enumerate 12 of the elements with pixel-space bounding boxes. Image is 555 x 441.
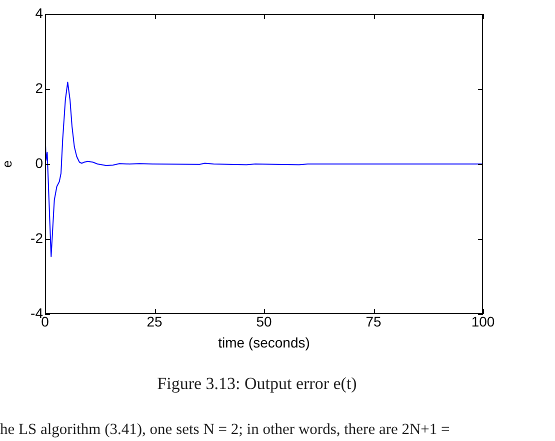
y-tick-label: 0 — [35, 154, 44, 171]
y-tick-label: 4 — [35, 4, 44, 21]
y-axis-title: e — [0, 160, 14, 168]
y-tick-label: -2 — [30, 230, 44, 246]
text: he LS algorithm (3.41), one sets N = 2; in other words, there are 2N+1 = — [0, 421, 450, 439]
caption: Figure 3.13: Output error e(t) — [156, 374, 358, 394]
x-tick-label: 75 — [366, 313, 382, 330]
x-tick-label: 25 — [146, 313, 162, 330]
x-axis-title: time (seconds) — [218, 334, 310, 350]
x-tick-label: 100 — [471, 313, 495, 330]
y-tick-label: 2 — [35, 80, 44, 96]
x-tick-label: 50 — [256, 313, 272, 330]
